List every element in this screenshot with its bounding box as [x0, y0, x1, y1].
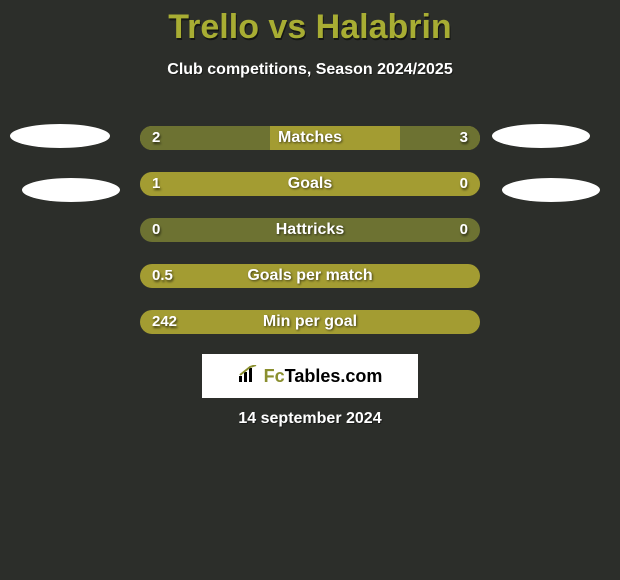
team-badge-placeholder	[502, 178, 600, 202]
stat-label: Hattricks	[140, 218, 480, 242]
stat-value-left: 2	[152, 126, 160, 150]
team-badge-placeholder	[22, 178, 120, 202]
stat-row: Goals1 0	[140, 172, 480, 196]
stat-value-left: 0.5	[152, 264, 173, 288]
stat-value-left: 1	[152, 172, 160, 196]
stat-value-right: 0	[460, 218, 468, 242]
bar-chart-icon	[238, 365, 260, 388]
team-badge-placeholder	[10, 124, 110, 148]
page-subtitle: Club competitions, Season 2024/2025	[0, 61, 620, 79]
stat-row: Min per goal242	[140, 310, 480, 334]
stat-row: Goals per match0.5	[140, 264, 480, 288]
team-badge-placeholder	[492, 124, 590, 148]
fctables-logo: FcTables.com	[202, 354, 418, 398]
stat-value-left: 242	[152, 310, 177, 334]
logo-prefix: Fc	[264, 366, 285, 386]
stat-value-right: 0	[460, 172, 468, 196]
logo-text: FcTables.com	[264, 366, 383, 387]
stat-row: Hattricks0 0	[140, 218, 480, 242]
stat-label: Goals	[140, 172, 480, 196]
logo-main: Tables	[285, 366, 341, 386]
logo-suffix: .com	[340, 366, 382, 386]
stat-value-right: 3	[460, 126, 468, 150]
snapshot-date: 14 september 2024	[0, 410, 620, 428]
stat-label: Goals per match	[140, 264, 480, 288]
stat-row: Matches2 3	[140, 126, 480, 150]
stat-value-left: 0	[152, 218, 160, 242]
stat-label: Matches	[140, 126, 480, 150]
stat-label: Min per goal	[140, 310, 480, 334]
page-title: Trello vs Halabrin	[0, 0, 620, 47]
stats-bars: Matches23Goals10Hattricks00Goals per mat…	[140, 126, 480, 356]
